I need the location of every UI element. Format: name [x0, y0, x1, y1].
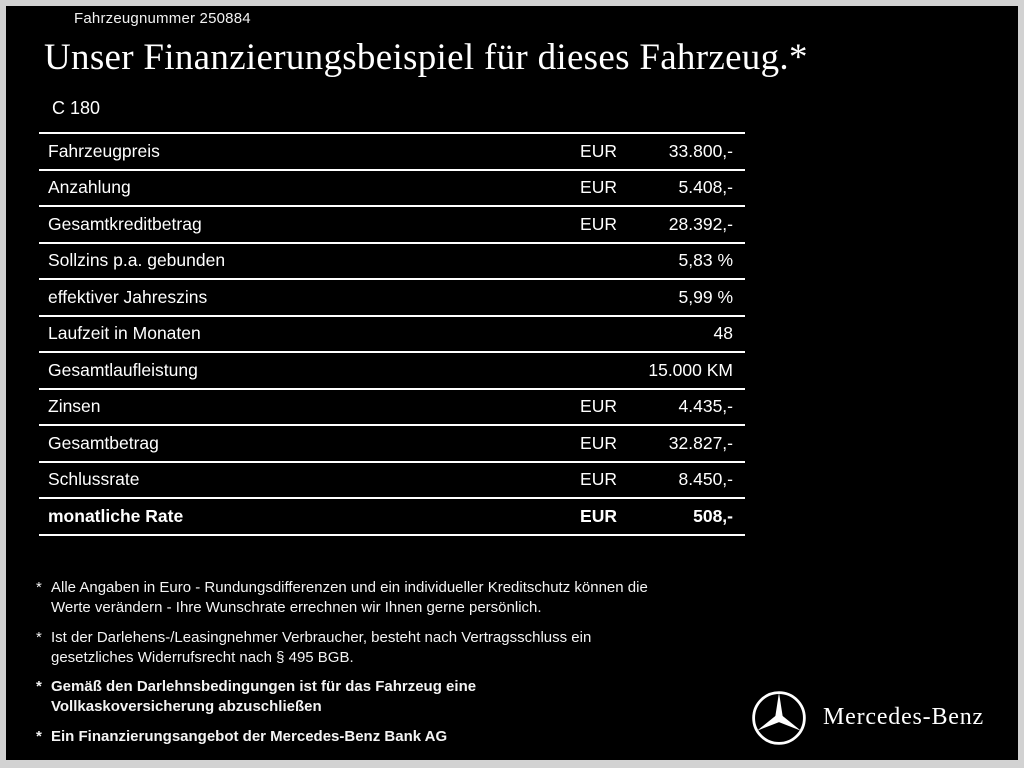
- table-row-schlussrate: Schlussrate EUR 8.450,-: [39, 463, 745, 499]
- footnote-marker: *: [36, 628, 42, 646]
- row-value: 33.800,-: [668, 140, 733, 161]
- vehicle-model: C 180: [52, 98, 101, 118]
- row-currency: EUR: [580, 432, 617, 453]
- brand-name: Mercedes-Benz: [823, 703, 984, 730]
- row-label: Fahrzeugpreis: [48, 140, 160, 161]
- row-label: Schlussrate: [48, 469, 140, 490]
- row-value: 5.408,-: [678, 177, 733, 198]
- row-label: Gesamtlaufleistung: [48, 359, 198, 380]
- footnote-marker: *: [36, 579, 42, 596]
- page-title: Unser Finanzierungsbeispiel für dieses F…: [44, 37, 808, 78]
- row-currency: EUR: [580, 505, 617, 526]
- mercedes-star-icon: [752, 691, 806, 745]
- financing-slide: Fahrzeugnummer 250884 Unser Finanzierung…: [6, 6, 1018, 760]
- table-row-zinsen: Zinsen EUR 4.435,-: [39, 390, 745, 426]
- row-value: 5,99 %: [678, 286, 733, 307]
- footnote-text: Ist der Darlehens-/Leasingnehmer Verbrau…: [51, 628, 592, 666]
- table-row-gesamtlaufleistung: Gesamtlaufleistung 15.000 KM: [39, 353, 745, 390]
- row-value: 48: [713, 323, 733, 344]
- row-label: effektiver Jahreszins: [48, 286, 208, 307]
- table-row-fahrzeugpreis: Fahrzeugpreis EUR 33.800,-: [39, 134, 745, 171]
- row-label: Laufzeit in Monaten: [48, 323, 201, 344]
- row-value: 4.435,-: [678, 396, 733, 417]
- financing-table: Fahrzeugpreis EUR 33.800,- Anzahlung EUR…: [39, 132, 745, 536]
- table-row-sollzins: Sollzins p.a. gebunden 5,83 %: [39, 244, 745, 280]
- footnote-text: Gemäß den Darlehnsbedingungen ist für da…: [51, 678, 477, 716]
- footnote-rundungsdifferenzen: * Alle Angaben in Euro - Rundungsdiffere…: [36, 578, 746, 619]
- row-currency: EUR: [580, 177, 617, 198]
- row-currency: EUR: [580, 469, 617, 490]
- footnote-marker: *: [36, 727, 42, 745]
- row-label: Zinsen: [48, 396, 101, 417]
- row-value: 508,-: [693, 505, 733, 526]
- row-value: 15.000 KM: [648, 359, 733, 380]
- brand-logo-area: Mercedes-Benz: [751, 690, 984, 746]
- row-currency: EUR: [580, 140, 617, 161]
- table-row-effektiver-jahreszins: effektiver Jahreszins 5,99 %: [39, 280, 745, 317]
- table-row-gesamtbetrag: Gesamtbetrag EUR 32.827,-: [39, 426, 745, 463]
- row-label: Anzahlung: [48, 177, 131, 198]
- footnote-text: Ein Finanzierungsangebot der Mercedes-Be…: [51, 727, 448, 745]
- row-label: Gesamtbetrag: [48, 432, 159, 453]
- footnote-text: Alle Angaben in Euro - Rundungsdifferenz…: [51, 579, 648, 617]
- footnote-marker: *: [36, 678, 42, 695]
- vehicle-number: Fahrzeugnummer 250884: [74, 10, 251, 27]
- table-row-monatliche-rate: monatliche Rate EUR 508,-: [39, 499, 745, 536]
- row-label: Gesamtkreditbetrag: [48, 213, 202, 234]
- footnote-bank-ag: * Ein Finanzierungsangebot der Mercedes-…: [36, 727, 746, 747]
- row-currency: EUR: [580, 213, 617, 234]
- row-value: 5,83 %: [678, 250, 733, 271]
- table-row-laufzeit: Laufzeit in Monaten 48: [39, 317, 745, 353]
- row-value: 28.392,-: [668, 213, 733, 234]
- table-row-anzahlung: Anzahlung EUR 5.408,-: [39, 171, 745, 207]
- row-value: 8.450,-: [678, 469, 733, 490]
- footnote-vollkasko: * Gemäß den Darlehnsbedingungen ist für …: [36, 677, 746, 718]
- footnotes: * Alle Angaben in Euro - Rundungsdiffere…: [36, 578, 746, 756]
- row-label: monatliche Rate: [48, 505, 184, 526]
- row-currency: EUR: [580, 396, 617, 417]
- footnote-widerrufsrecht: * Ist der Darlehens-/Leasingnehmer Verbr…: [36, 628, 746, 669]
- row-value: 32.827,-: [668, 432, 733, 453]
- table-row-gesamtkreditbetrag: Gesamtkreditbetrag EUR 28.392,-: [39, 207, 745, 244]
- row-label: Sollzins p.a. gebunden: [48, 250, 226, 271]
